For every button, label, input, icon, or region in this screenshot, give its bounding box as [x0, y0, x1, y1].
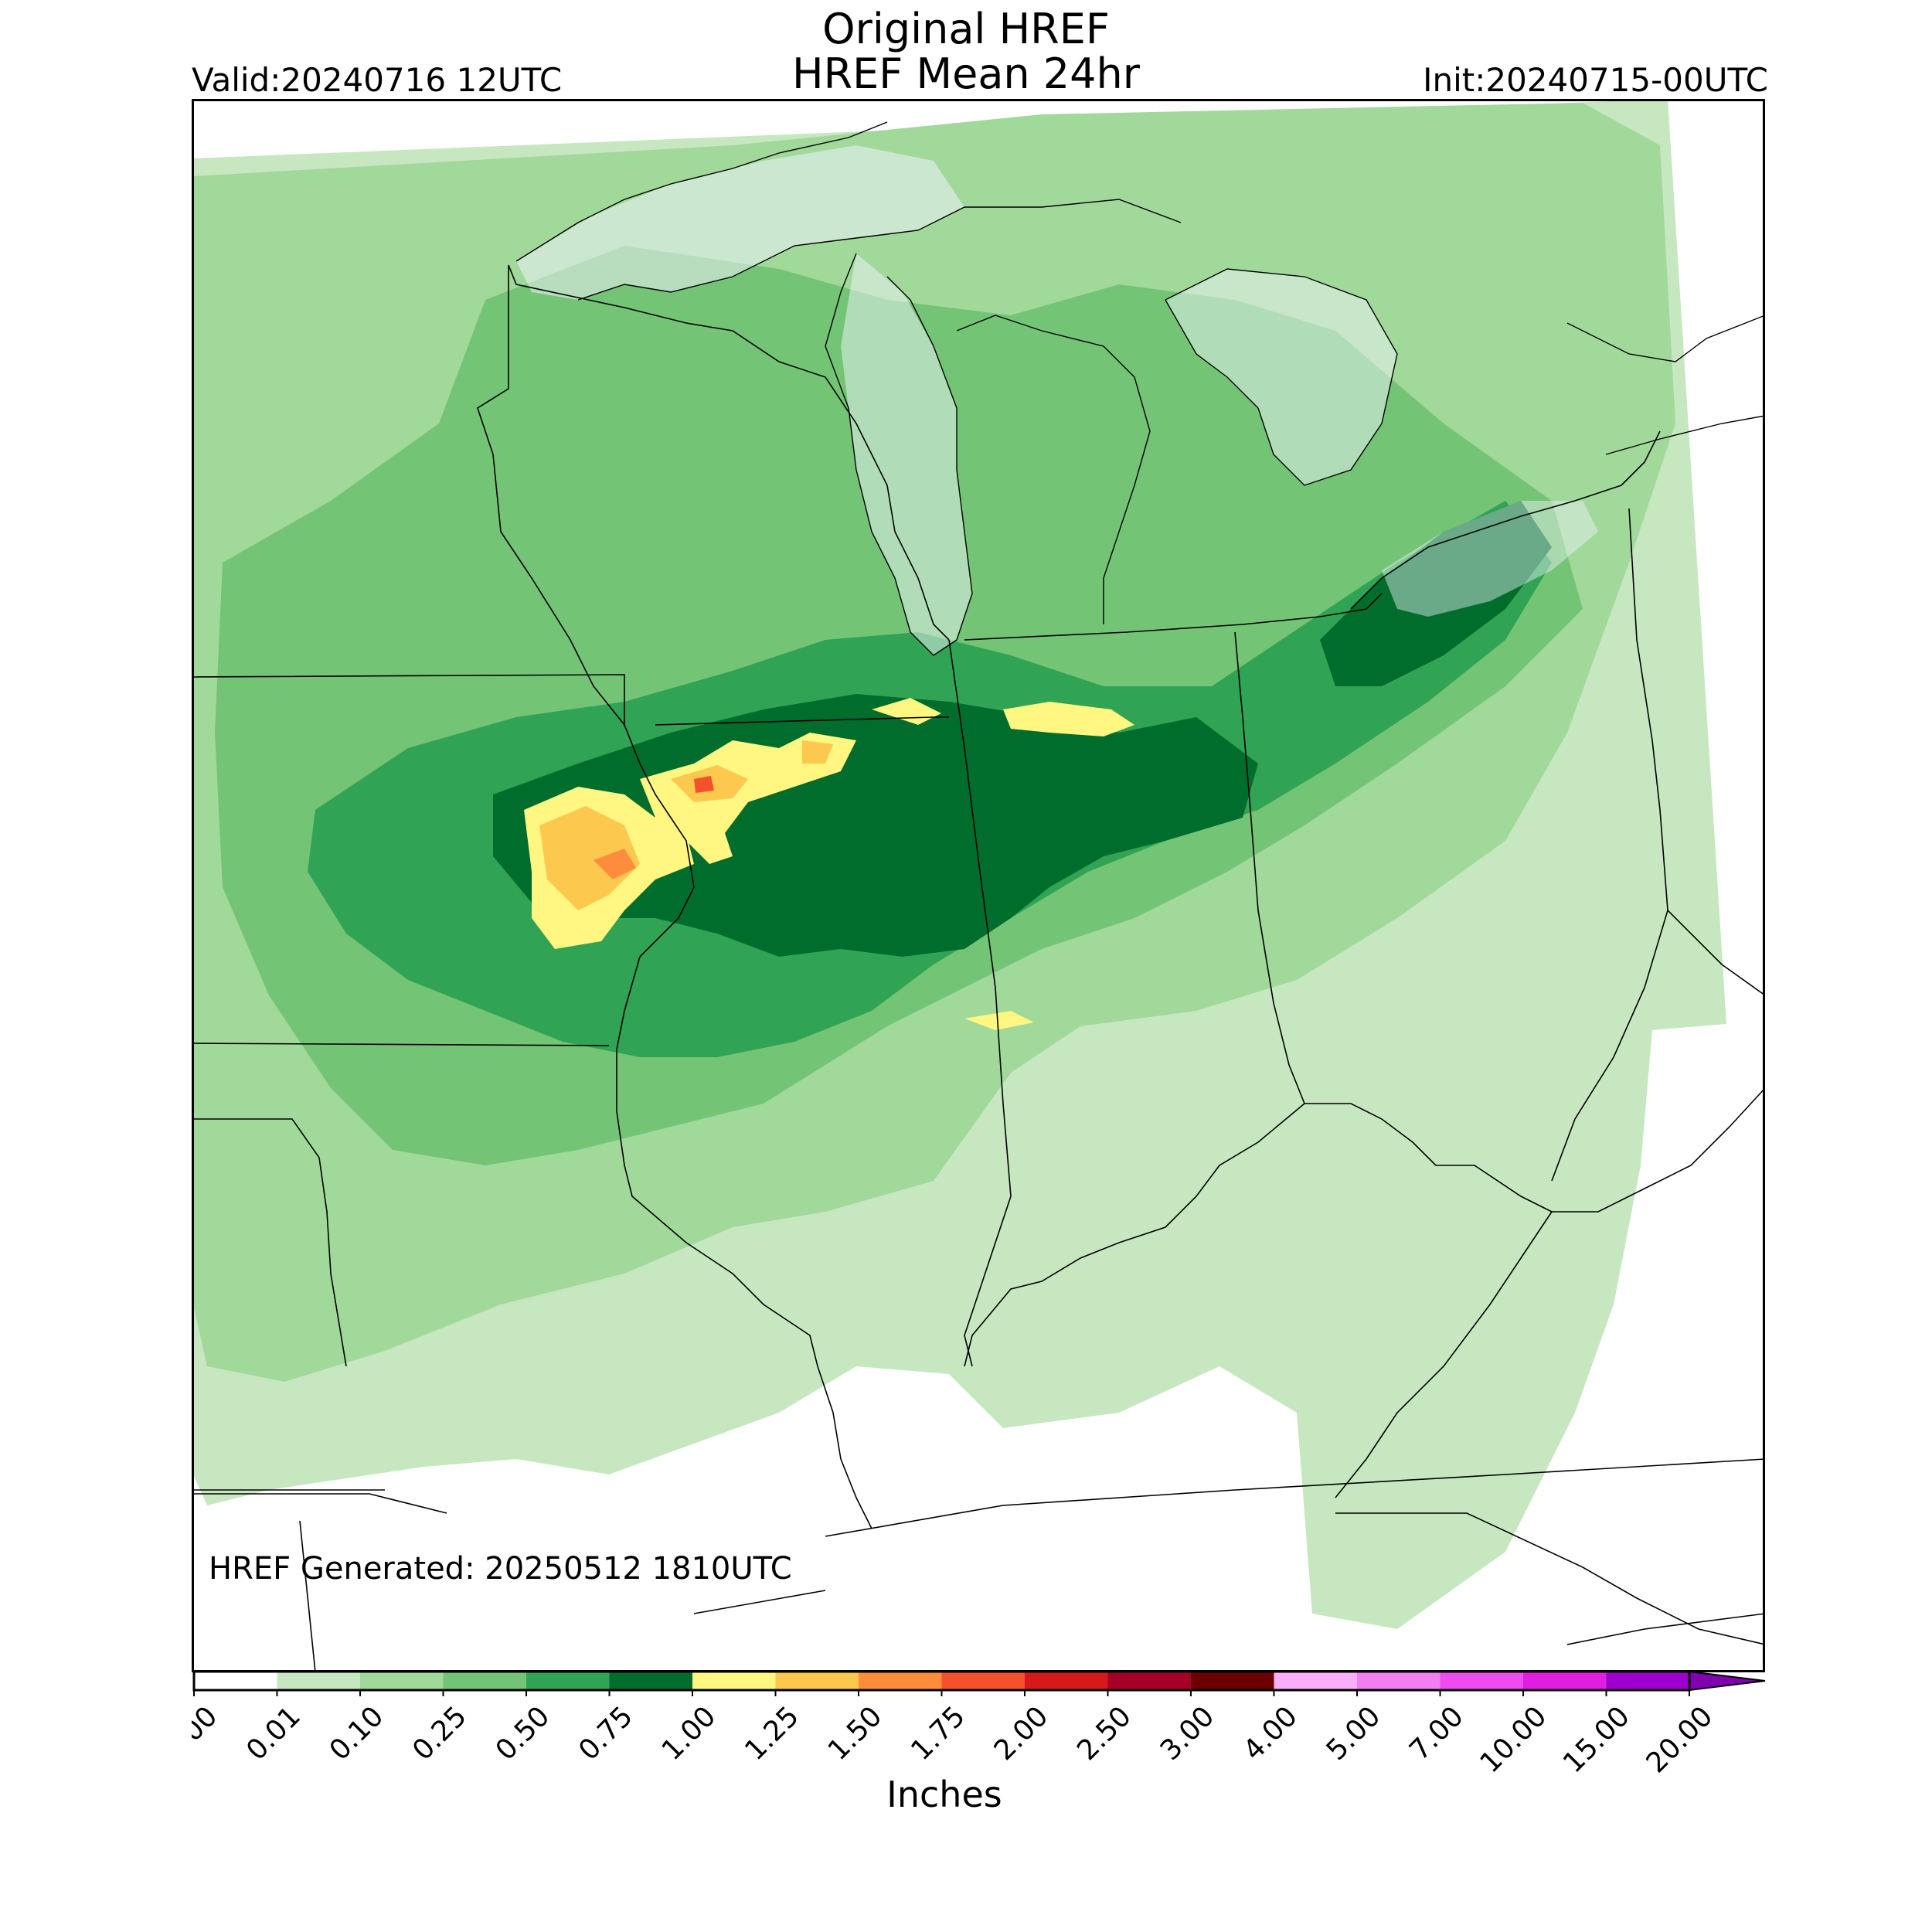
valid-time-label: Valid:20240716 12UTC — [192, 61, 563, 99]
precip-contour-0-75 — [1320, 501, 1552, 686]
colorbar-tick-label: 10.00 — [1475, 1700, 1553, 1774]
colorbar-tick-label: 7.00 — [1403, 1700, 1470, 1767]
colorbar-extend-arrow — [1689, 1670, 1766, 1692]
state-boundaries — [192, 264, 1765, 1672]
colorbar-bin — [1523, 1672, 1607, 1690]
colorbar-bin — [277, 1672, 361, 1690]
precip-contour-0-75 — [493, 694, 1258, 957]
colorbar-tick-label: 20.00 — [1641, 1700, 1719, 1774]
precip-contour-1-00 — [872, 698, 941, 725]
colorbar-bin — [194, 1672, 277, 1690]
colorbar-bin — [609, 1672, 693, 1690]
init-time-label: Init:20240715-00UTC — [1423, 61, 1768, 99]
colorbar-bin — [1107, 1672, 1192, 1690]
colorbar-tick-label: 0.75 — [573, 1700, 639, 1767]
colorbar: 0.00 0.01 0.10 0.25 0.50 0.75 1.00 1.25 1.50 1.75… — [192, 1670, 1766, 1774]
colorbar-tick-label: 0.01 — [240, 1700, 307, 1767]
colorbar-bin — [859, 1672, 942, 1690]
precip-contour-1-25 — [539, 806, 640, 910]
coastlines — [515, 121, 1765, 656]
colorbar-bin — [1025, 1672, 1108, 1690]
precip-contour-1-25 — [802, 740, 833, 764]
colorbar-bin — [443, 1672, 527, 1690]
precipitation-map — [192, 99, 1765, 1672]
colorbar-tick-label: 3.00 — [1155, 1700, 1221, 1767]
colorbar-bin — [1440, 1672, 1524, 1690]
colorbar-tick-label: 5.00 — [1321, 1700, 1387, 1767]
precip-contour-1-50 — [594, 849, 636, 879]
colorbar-tick-label: 0.00 — [192, 1700, 223, 1767]
colorbar-tick-label: 0.25 — [406, 1700, 473, 1767]
colorbar-tick-label: 1.25 — [739, 1700, 805, 1767]
colorbar-bin — [526, 1672, 610, 1690]
precip-contour-1-00 — [1003, 702, 1134, 736]
chart-subtitle: HREF Mean 24hr — [792, 49, 1140, 98]
generated-timestamp: HREF Generated: 20250512 1810UTC — [209, 1551, 792, 1587]
precip-contour-1-75 — [694, 776, 714, 793]
colorbar-bin — [1191, 1672, 1274, 1690]
precip-contour-1-00 — [964, 1011, 1034, 1030]
colorbar-tick-label: 0.10 — [324, 1700, 390, 1767]
colorbar-bin — [941, 1672, 1026, 1690]
colorbar-tick-label: 2.50 — [1071, 1700, 1138, 1767]
colorbar-tick-label: 15.00 — [1557, 1700, 1636, 1774]
colorbar-tick-label: 1.50 — [822, 1700, 889, 1767]
colorbar-tick-label: 1.75 — [905, 1700, 971, 1767]
lake-superior — [516, 145, 964, 300]
colorbar-tick-label: 4.00 — [1237, 1700, 1304, 1767]
colorbar-bin — [1606, 1672, 1690, 1690]
colorbar-bin — [1274, 1672, 1358, 1690]
lake-huron — [1165, 269, 1397, 485]
precip-contour-1-00 — [640, 733, 856, 864]
colorbar-bin — [692, 1672, 776, 1690]
lake-michigan — [841, 253, 972, 655]
colorbar-tick-label: 0.50 — [490, 1700, 556, 1767]
colorbar-tick-label: 1.00 — [656, 1700, 723, 1767]
chart-title: Original HREF — [822, 5, 1110, 53]
colorbar-units-label: Inches — [886, 1774, 1002, 1815]
colorbar-tick-label: 2.00 — [988, 1700, 1055, 1767]
colorbar-bin — [775, 1672, 859, 1690]
colorbar-bin — [1357, 1672, 1440, 1690]
colorbar-bin — [360, 1672, 444, 1690]
lake-erie — [1382, 501, 1598, 617]
